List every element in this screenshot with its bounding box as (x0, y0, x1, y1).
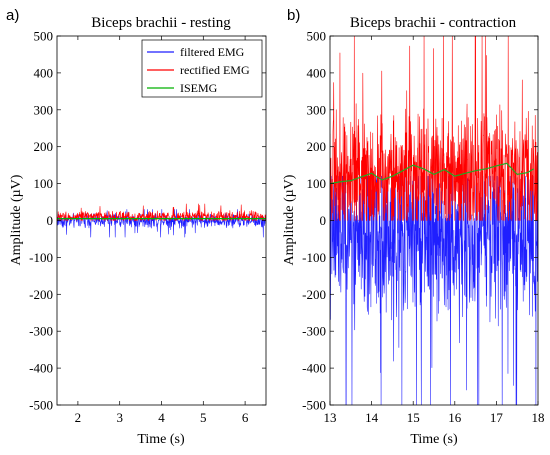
ytick-label-b-100: 100 (307, 176, 327, 191)
panel-a-title: Biceps brachii - resting (91, 15, 231, 31)
xtick-label-b-13: 13 (324, 410, 337, 425)
xtick-label-b-18: 18 (532, 410, 545, 425)
panel-b-title: Biceps brachii - contraction (350, 15, 517, 31)
legend-label-isemg: ISEMG (180, 81, 218, 95)
panel-a-xlabel: Time (s) (137, 432, 185, 447)
xtick-label-a-2: 2 (75, 410, 82, 425)
panel-b: b) Biceps brachii - contraction 13 14 15 16… (282, 7, 545, 447)
xtick-label-b-15: 15 (407, 410, 420, 425)
panel-b-data (330, 36, 538, 405)
ytick-label-b--200: -200 (302, 287, 326, 302)
ytick-label-b--400: -400 (302, 361, 326, 376)
panel-a-data (57, 203, 266, 238)
panel-a-axes: 2 3 4 5 6 -500 -400 -300 -200 -100 0 100 200 300 400 50… (29, 29, 266, 425)
series-b-rectified-emg (330, 36, 538, 221)
panel-b-ylabel: Amplitude (µV) (282, 174, 297, 265)
ytick-label-a--300: -300 (29, 324, 53, 339)
ytick-label-a-0: 0 (47, 213, 54, 228)
ytick-label-a--400: -400 (29, 361, 53, 376)
xtick-label-b-17: 17 (490, 410, 504, 425)
ytick-label-b--500: -500 (302, 398, 326, 413)
ytick-label-a-200: 200 (34, 139, 54, 154)
panel-a: a) Biceps brachii - resting 2 3 4 5 6 -500 -40… (6, 7, 267, 447)
panel-a-ylabel: Amplitude (µV) (9, 174, 24, 265)
ytick-label-a--200: -200 (29, 287, 53, 302)
xtick-label-a-5: 5 (200, 410, 207, 425)
ytick-label-a-500: 500 (34, 29, 54, 44)
ytick-label-b-0: 0 (320, 213, 327, 228)
legend-label-rectified: rectified EMG (180, 63, 250, 77)
panel-b-axes: 13 14 15 16 17 18 -500 -400 -300 -200 -100 0 100 200 3… (302, 29, 544, 426)
panel-b-xlabel: Time (s) (410, 432, 458, 447)
ytick-label-b--300: -300 (302, 324, 326, 339)
ytick-label-a-100: 100 (34, 176, 54, 191)
panel-b-label: b) (287, 7, 300, 24)
legend-label-filtered: filtered EMG (180, 45, 245, 59)
panel-a-label: a) (6, 7, 19, 24)
xtick-label-a-3: 3 (116, 410, 123, 425)
ytick-label-a-400: 400 (34, 65, 54, 80)
xtick-label-a-6: 6 (242, 410, 249, 425)
ytick-label-b-300: 300 (307, 102, 327, 117)
ytick-label-b-200: 200 (307, 139, 327, 154)
legend: filtered EMG rectified EMG ISEMG (141, 39, 263, 98)
ytick-label-b-500: 500 (307, 29, 327, 44)
ytick-label-b--100: -100 (302, 250, 326, 265)
xtick-label-b-16: 16 (448, 410, 462, 425)
xtick-label-a-4: 4 (158, 410, 165, 425)
ytick-label-a-300: 300 (34, 102, 54, 117)
ytick-label-a--500: -500 (29, 398, 53, 413)
ytick-label-a--100: -100 (29, 250, 53, 265)
series-b-isemg (330, 162, 535, 185)
ytick-label-b-400: 400 (307, 65, 327, 80)
series-a-filtered-emg (57, 209, 266, 238)
xtick-label-b-14: 14 (365, 410, 379, 425)
